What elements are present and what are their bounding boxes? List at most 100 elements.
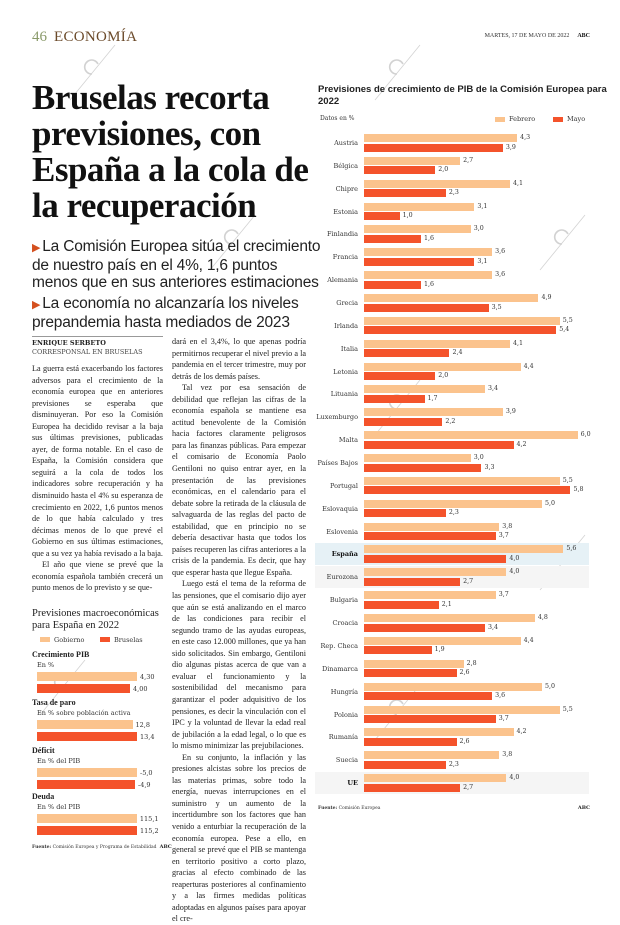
bar-value-label: 3,0 xyxy=(473,454,484,462)
country-label: Rep. Checa xyxy=(320,641,358,650)
bar-value-label: 6,0 xyxy=(580,431,591,439)
bar-mayo xyxy=(364,372,436,381)
country-label: Países Bajos xyxy=(317,459,358,468)
bar-value-label: 5,5 xyxy=(562,705,573,713)
bar-value-label: 3,4 xyxy=(488,623,499,631)
bar-mayo xyxy=(364,257,475,266)
bar-value-label: 3,8 xyxy=(502,751,513,759)
bar-value-label: 1,6 xyxy=(423,234,434,242)
bar-febrero xyxy=(364,522,500,531)
bar-value-label: 4,2 xyxy=(516,728,527,736)
group-heading: Déficit xyxy=(32,745,55,755)
bar-value-label: 3,3 xyxy=(484,463,495,471)
dateline: MARTES, 17 DE MAYO DE 2022 xyxy=(484,33,570,39)
bar-value-label: 5,6 xyxy=(566,545,577,553)
macro-chart-title: Previsiones macroeconómicas para España … xyxy=(32,607,159,631)
bar-mayo xyxy=(364,349,450,358)
bullet-text: La economía no alcanzaría los niveles pr… xyxy=(32,295,299,331)
source-text: Comisión Europea xyxy=(338,806,381,811)
country-label: Eslovaquia xyxy=(322,504,358,513)
bar-mayo xyxy=(364,280,421,289)
bar-value-label: 13,4 xyxy=(140,732,155,741)
subheadline-bullet: ▶ La economía no alcanzaría los niveles p… xyxy=(32,295,322,331)
bar-value-label: 4,0 xyxy=(509,774,520,782)
bar-value-label: 5,8 xyxy=(573,486,584,494)
country-label: Alemania xyxy=(327,276,358,285)
bar-value-label: 2,3 xyxy=(448,760,459,768)
bar-value-label: 5,0 xyxy=(545,499,556,507)
bar-value-label: 2,7 xyxy=(463,156,474,164)
bar-value-label: 3,4 xyxy=(488,385,499,393)
country-label: Eslovenia xyxy=(326,527,358,536)
bar-value-label: 3,5 xyxy=(491,303,502,311)
page-number: 46 xyxy=(32,29,47,45)
legend-swatch xyxy=(495,116,505,122)
bar-mayo xyxy=(364,212,400,221)
bar-value-label: 1,7 xyxy=(427,394,438,402)
bar-value-label: 4,0 xyxy=(509,568,520,576)
abc-watermark xyxy=(539,214,586,271)
country-label: Chipre xyxy=(335,184,358,193)
article: Bruselas recorta previsiones, con España… xyxy=(32,80,322,925)
bar-value-label: 3,7 xyxy=(498,715,509,722)
bar-value-label: 1,9 xyxy=(434,646,445,654)
bar-febrero xyxy=(364,774,507,783)
bar-febrero xyxy=(364,385,486,394)
source-label: Fuente: xyxy=(318,806,338,811)
bar-value-label: 115,1 xyxy=(139,814,159,823)
paragraph: El año que viene se prevé que la economí… xyxy=(32,560,163,593)
gdp-chart-title: Previsiones de crecimiento de PIB de la … xyxy=(318,84,607,107)
paragraph: Luego está el tema de la reforma de las … xyxy=(172,579,306,751)
chart-credit: ABC xyxy=(577,805,590,811)
bar-mayo xyxy=(364,646,432,655)
country-label: Grecia xyxy=(336,299,358,308)
bar-febrero xyxy=(364,362,521,371)
country-label: Estonia xyxy=(333,207,358,216)
bar-value-label: 3,9 xyxy=(505,408,516,416)
group-heading: Deuda xyxy=(32,791,55,801)
bar-bruselas xyxy=(37,825,137,835)
country-label: Polonia xyxy=(333,710,358,719)
bar-febrero xyxy=(364,248,493,257)
country-label: España xyxy=(331,550,358,559)
bar-mayo xyxy=(364,463,482,472)
bar-febrero xyxy=(364,408,503,417)
bar-value-label: 3,0 xyxy=(473,225,484,233)
bar-value-label: 2,2 xyxy=(445,417,456,425)
legend-item-gobierno: Gobierno xyxy=(40,636,84,644)
author-name: ENRIQUE SERBETO xyxy=(32,339,106,347)
country-label: Bélgica xyxy=(333,161,358,170)
legend-item-febrero: Febrero xyxy=(495,115,535,123)
article-column-2: dará en el 3,4%, lo que apenas podría pe… xyxy=(172,336,306,925)
bar-value-label: 115,2 xyxy=(140,826,159,835)
bar-value-label: 5,5 xyxy=(562,476,573,484)
bar-mayo xyxy=(364,234,421,243)
bar-febrero xyxy=(364,134,518,142)
country-label: Luxemburgo xyxy=(316,413,358,422)
bar-value-label: 5,4 xyxy=(559,326,570,334)
bar-mayo xyxy=(364,760,446,769)
headline: Bruselas recorta previsiones, con España… xyxy=(32,78,309,225)
country-label: Hungría xyxy=(330,687,358,696)
bar-febrero xyxy=(364,294,539,303)
group-heading: Crecimiento PIB xyxy=(32,649,90,659)
bar-value-label: 3,6 xyxy=(495,692,506,700)
bar-febrero xyxy=(364,316,560,325)
bar-febrero xyxy=(364,339,510,348)
legend-swatch xyxy=(100,637,110,643)
bar-value-label: 3,1 xyxy=(477,257,488,265)
bar-mayo xyxy=(364,394,425,403)
chart-source: Fuente: Comisión Europea xyxy=(318,806,380,811)
article-body: ENRIQUE SERBETO CORRESPONSAL EN BRUSELAS… xyxy=(32,336,306,925)
legend-swatch xyxy=(40,637,50,643)
bar-mayo xyxy=(364,440,514,449)
bar-febrero xyxy=(364,202,475,211)
bar-mayo xyxy=(364,715,496,723)
bar-value-label: 2,6 xyxy=(459,737,470,745)
subheadline-bullet: ▶ La Comisión Europea sitúa el crecimient… xyxy=(32,238,322,291)
country-label: Lituania xyxy=(330,390,358,399)
bar-value-label: 4,9 xyxy=(541,294,552,302)
chart-footer: Fuente: Comisión Europea y Programa de E… xyxy=(32,844,172,850)
chart-footer: Fuente: Comisión Europea ABC xyxy=(318,805,590,811)
bar-febrero xyxy=(364,614,535,623)
